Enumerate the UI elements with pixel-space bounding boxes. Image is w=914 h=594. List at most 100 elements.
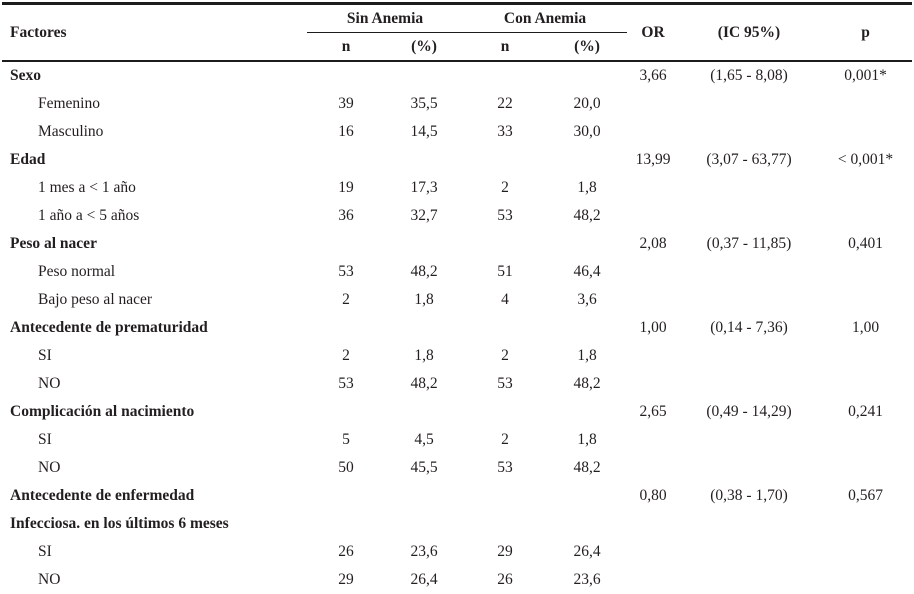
sin-anemia-pct [385, 482, 463, 538]
ic-value [679, 174, 819, 202]
sin-anemia-pct: 23,6 [410, 543, 438, 560]
p-value [819, 286, 912, 314]
sin-anemia-pct [385, 146, 463, 174]
or-value: 2,65 [639, 403, 667, 420]
or-value [627, 426, 679, 454]
con-anemia-pct: 20,0 [573, 95, 601, 112]
sin-anemia-n [307, 482, 385, 538]
con-anemia-pct: 46,4 [573, 263, 601, 280]
con-anemia-n: 33 [497, 123, 513, 140]
sin-anemia-n [307, 146, 385, 174]
sin-anemia-pct: 35,5 [410, 95, 438, 112]
factor-label: SI [38, 543, 52, 560]
con-anemia-pct: 1,8 [577, 431, 597, 448]
con-anemia-n [463, 61, 547, 90]
con-anemia-n: 22 [497, 95, 513, 112]
p-value [819, 342, 912, 370]
con-anemia-n [463, 230, 547, 258]
sin-anemia-n: 39 [338, 95, 354, 112]
p-value [819, 454, 912, 482]
factor-item-row: Bajo peso al nacer 2 1,8 4 3,6 [2, 286, 912, 314]
ic-value [679, 118, 819, 146]
p-value [819, 566, 912, 594]
factor-label: SI [38, 347, 52, 364]
factor-label: SI [38, 431, 52, 448]
con-anemia-pct [547, 482, 627, 538]
con-anemia-n: 2 [501, 179, 509, 196]
table-header: Factores Sin Anemia Con Anemia OR (IC 95… [2, 3, 913, 62]
ic-value [679, 258, 819, 286]
factor-label: Peso normal [38, 263, 116, 280]
factor-item-row: NO 50 45,5 53 48,2 [2, 454, 912, 482]
factor-label-line-2: Infecciosa. en los últimos 6 meses [10, 515, 229, 532]
con-anemia-pct: 30,0 [573, 123, 601, 140]
col-header-p: p [819, 3, 913, 62]
or-value [627, 258, 679, 286]
factor-group-row: Edad 13,99 (3,07 - 63,77) < 0,001* [2, 146, 912, 174]
col-subheader-pct-sin: (%) [385, 32, 464, 62]
con-anemia-n [463, 398, 547, 426]
sin-anemia-n: 53 [338, 375, 354, 392]
sin-anemia-n: 2 [342, 347, 350, 364]
con-anemia-n [463, 314, 547, 342]
sin-anemia-n: 26 [338, 543, 354, 560]
p-value [819, 174, 912, 202]
col-header-or: OR [627, 3, 680, 62]
ic-value [679, 566, 819, 594]
factor-item-row: NO 53 48,2 53 48,2 [2, 370, 912, 398]
col-subheader-n-sin: n [307, 32, 385, 62]
con-anemia-pct: 3,6 [577, 291, 597, 308]
ic-value [679, 90, 819, 118]
sin-anemia-pct: 14,5 [410, 123, 438, 140]
sin-anemia-pct [385, 314, 463, 342]
con-anemia-pct: 48,2 [573, 207, 601, 224]
ic-value: (3,07 - 63,77) [706, 151, 792, 168]
or-value [627, 454, 679, 482]
or-value: 1,00 [639, 319, 667, 336]
con-anemia-pct: 26,4 [573, 543, 601, 560]
factor-item-row: SI 26 23,6 29 26,4 [2, 538, 912, 566]
con-anemia-pct: 1,8 [577, 347, 597, 364]
p-value: 1,00 [851, 319, 880, 336]
ic-value [679, 538, 819, 566]
sin-anemia-pct [385, 230, 463, 258]
con-anemia-n: 53 [497, 459, 513, 476]
p-value: 0,241 [848, 403, 883, 420]
p-value: 0,401 [848, 235, 883, 252]
p-value: 0,567 [848, 487, 883, 504]
sin-anemia-pct: 1,8 [414, 347, 434, 364]
ic-value: (0,37 - 11,85) [706, 235, 792, 252]
sin-anemia-n: 19 [338, 179, 354, 196]
factor-label: 1 mes a < 1 año [38, 179, 136, 196]
ic-value: (0,14 - 7,36) [710, 319, 788, 336]
sin-anemia-n: 29 [338, 571, 354, 588]
ic-value [679, 454, 819, 482]
or-value: 3,66 [639, 67, 667, 84]
or-value [627, 202, 679, 230]
or-value [627, 174, 679, 202]
sin-anemia-pct: 1,8 [414, 291, 434, 308]
or-value [627, 286, 679, 314]
sin-anemia-n: 2 [342, 291, 350, 308]
sin-anemia-n: 36 [338, 207, 354, 224]
col-group-con-anemia: Con Anemia [463, 3, 628, 33]
con-anemia-pct: 23,6 [573, 571, 601, 588]
sin-anemia-pct: 4,5 [414, 431, 434, 448]
con-anemia-pct: 1,8 [577, 179, 597, 196]
factor-item-row: 1 año a < 5 años 36 32,7 53 48,2 [2, 202, 912, 230]
p-value [819, 258, 912, 286]
con-anemia-n [463, 482, 547, 538]
con-anemia-n: 53 [497, 375, 513, 392]
sin-anemia-n: 50 [338, 459, 354, 476]
sin-anemia-pct [385, 398, 463, 426]
con-anemia-pct [547, 146, 627, 174]
p-value [819, 426, 912, 454]
factor-label: Bajo peso al nacer [38, 291, 153, 308]
or-value [627, 342, 679, 370]
p-value [819, 370, 912, 398]
or-value: 0,80 [639, 487, 667, 504]
or-value [627, 538, 679, 566]
factor-item-row: Masculino 16 14,5 33 30,0 [2, 118, 912, 146]
sin-anemia-n [307, 61, 385, 90]
ic-value [679, 342, 819, 370]
